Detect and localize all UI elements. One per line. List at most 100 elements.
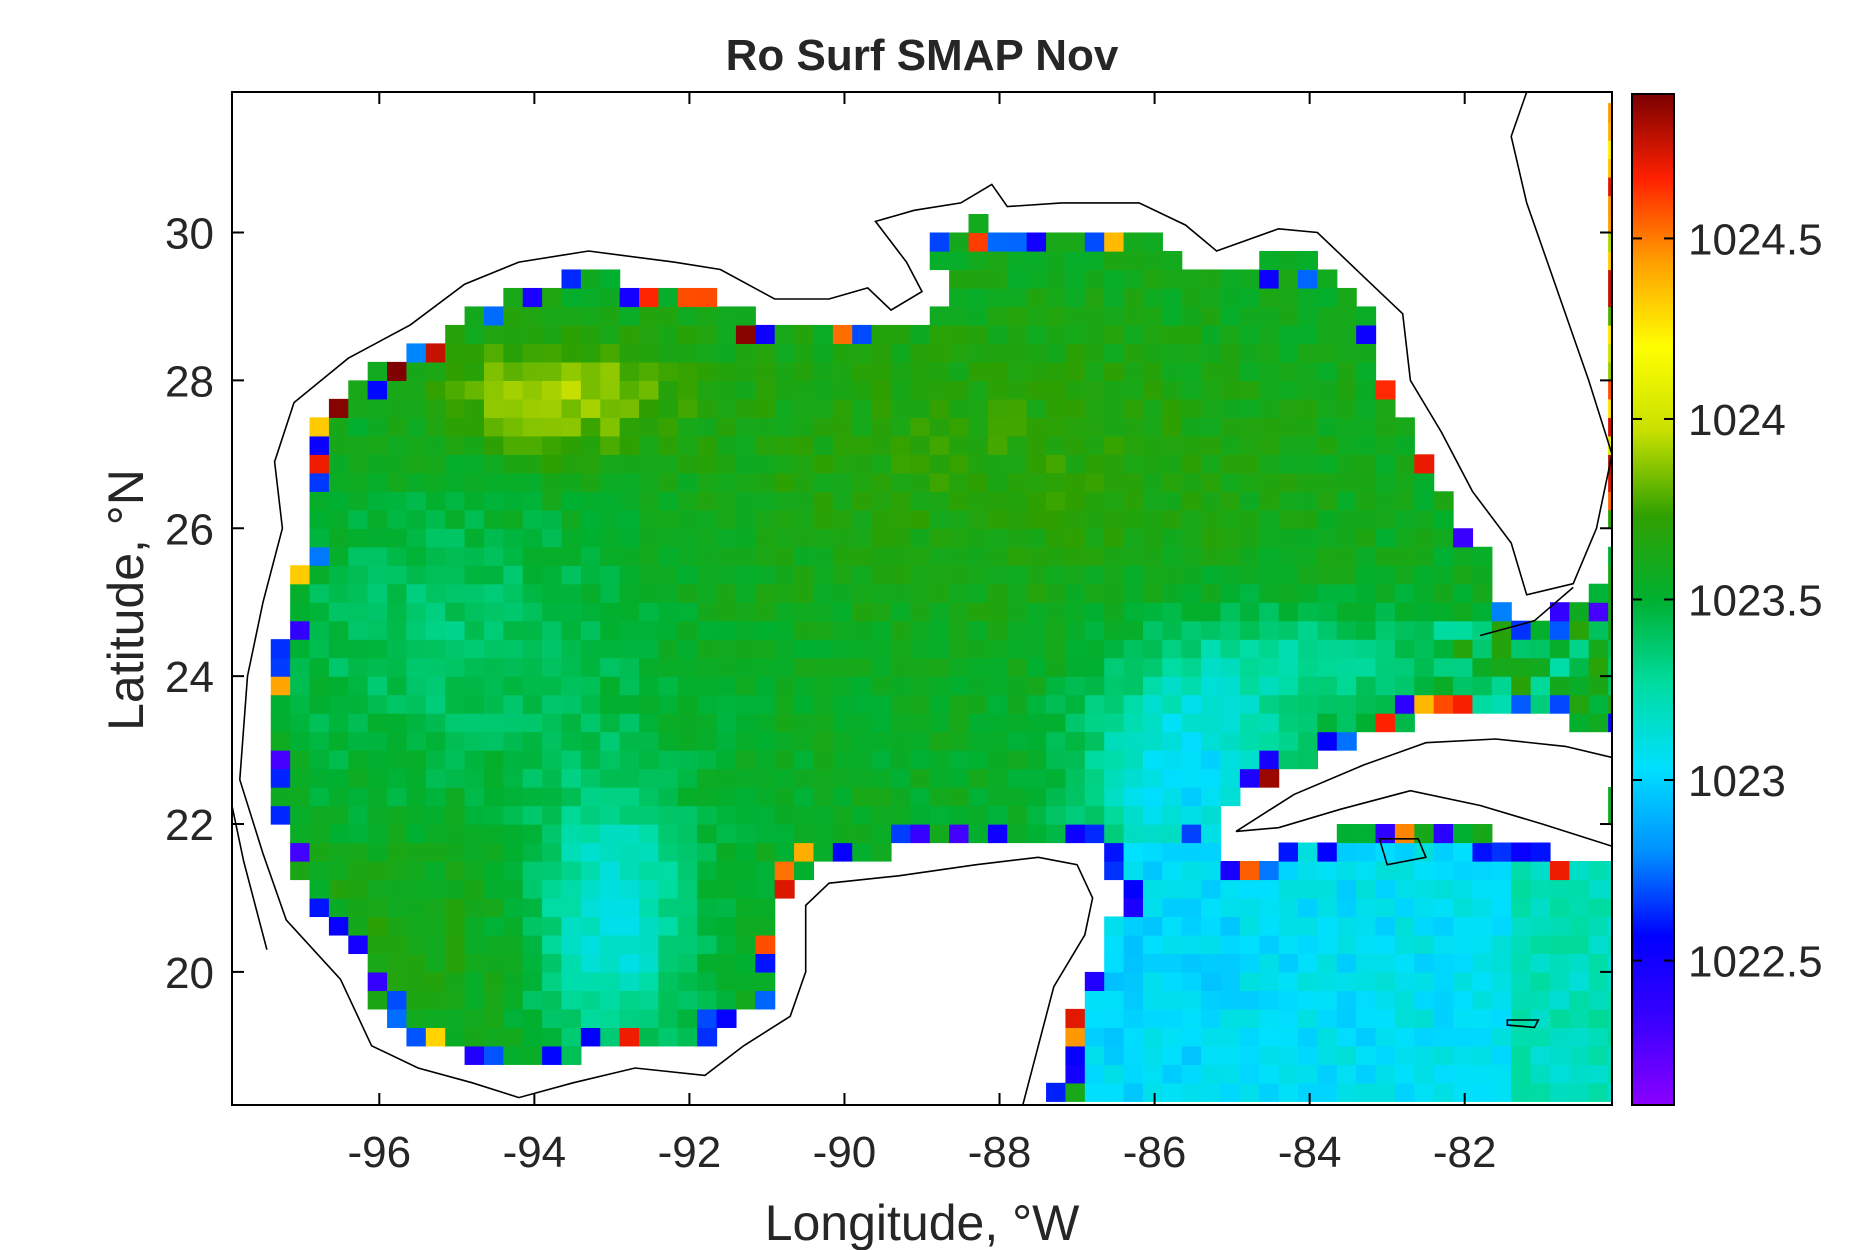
heatmap-cell (483, 934, 504, 955)
heatmap-cell (580, 879, 601, 899)
heatmap-cell (503, 990, 524, 1010)
heatmap-cell (1142, 361, 1163, 381)
heatmap-cell (1472, 1064, 1493, 1084)
heatmap-cell (1394, 897, 1415, 918)
heatmap-cell (406, 454, 427, 474)
heatmap-cell (697, 879, 718, 899)
heatmap-cell (1142, 1008, 1163, 1028)
heatmap-cell (813, 472, 834, 492)
heatmap-cell (639, 639, 659, 659)
heatmap-cell (639, 435, 659, 455)
heatmap-cell (619, 306, 640, 326)
heatmap-cell (1336, 417, 1357, 437)
heatmap-cell (561, 324, 582, 345)
heatmap-cell (1608, 934, 1612, 955)
heatmap-cell (697, 897, 718, 918)
heatmap-cell (871, 805, 892, 825)
heatmap-cell (1414, 546, 1435, 566)
heatmap-cell (1142, 546, 1163, 566)
heatmap-cell (735, 805, 756, 825)
heatmap-cell (1104, 435, 1125, 455)
heatmap-cell (348, 657, 369, 677)
heatmap-cell (735, 472, 756, 492)
heatmap-cell (1123, 232, 1144, 252)
heatmap-cell (910, 454, 931, 474)
heatmap-cell (813, 620, 834, 640)
heatmap-cell (1007, 694, 1028, 714)
heatmap-cell (425, 509, 446, 529)
heatmap-cell (425, 860, 446, 881)
heatmap-cell (561, 287, 582, 308)
heatmap-cell (1142, 398, 1163, 418)
heatmap-cell (1453, 676, 1474, 696)
heatmap-cell (1394, 713, 1415, 733)
heatmap-cell (1142, 860, 1163, 881)
heatmap-cell (561, 269, 582, 289)
heatmap-cell (658, 916, 679, 936)
heatmap-cell (1123, 916, 1144, 936)
heatmap-cell (968, 620, 989, 640)
heatmap-cell (716, 324, 737, 345)
heatmap-cell (1472, 657, 1493, 677)
heatmap-cell (309, 583, 330, 603)
heatmap-cell (1259, 435, 1280, 455)
heatmap-cell (1317, 934, 1338, 955)
heatmap-cell (813, 842, 834, 862)
heatmap-cell (1549, 657, 1570, 677)
heatmap-cell (1104, 509, 1125, 529)
heatmap-cell (1511, 1045, 1532, 1065)
heatmap-cell (1414, 990, 1435, 1010)
heatmap-cell (852, 805, 873, 825)
heatmap-cell (1608, 1082, 1612, 1102)
heatmap-cell (987, 454, 1008, 474)
heatmap-cell (387, 491, 408, 511)
heatmap-cell (890, 398, 911, 418)
y-tick-label: 26 (165, 505, 214, 554)
heatmap-cell (1162, 269, 1183, 289)
heatmap-cell (1084, 805, 1105, 825)
heatmap-cell (949, 676, 970, 696)
heatmap-cell (542, 528, 563, 548)
heatmap-cell (542, 676, 563, 696)
heatmap-cell (561, 971, 582, 991)
heatmap-cell (1123, 343, 1144, 363)
heatmap-cell (600, 879, 621, 899)
heatmap-cell (1104, 472, 1125, 492)
heatmap-cell (1608, 158, 1612, 178)
heatmap-cell (309, 713, 330, 733)
heatmap-cell (445, 583, 466, 603)
heatmap-cell (813, 657, 834, 677)
heatmap-cell (1162, 1082, 1183, 1102)
heatmap-cell (1433, 583, 1454, 603)
heatmap-cell (1588, 713, 1609, 733)
heatmap-cell (1608, 491, 1612, 511)
heatmap-cell (406, 731, 427, 751)
heatmap-cell (1336, 343, 1357, 363)
heatmap-cell (1181, 361, 1202, 381)
heatmap-cell (600, 842, 621, 862)
heatmap-cell (328, 620, 349, 640)
heatmap-cell (1375, 528, 1396, 548)
heatmap-cell (1259, 417, 1280, 437)
heatmap-cell (1414, 509, 1435, 529)
heatmap-cell (445, 879, 466, 899)
heatmap-cell (1588, 1008, 1609, 1028)
heatmap-cell (600, 694, 621, 714)
heatmap-cell (968, 546, 989, 566)
heatmap-cell (735, 380, 756, 400)
heatmap-cell (1608, 509, 1612, 529)
heatmap-cell (1123, 768, 1144, 788)
heatmap-cell (929, 435, 950, 455)
heatmap-cell (1220, 602, 1241, 622)
heatmap-cell (1356, 842, 1377, 862)
heatmap-cell (929, 398, 950, 418)
heatmap-cell (328, 860, 349, 881)
heatmap-cell (1259, 1027, 1280, 1047)
heatmap-cell (1453, 1008, 1474, 1028)
heatmap-cell (561, 676, 582, 696)
heatmap-cell (968, 361, 989, 381)
heatmap-cell (774, 417, 795, 437)
heatmap-cell (580, 713, 601, 733)
heatmap-cell (697, 657, 718, 677)
heatmap-cell (1298, 1045, 1318, 1065)
